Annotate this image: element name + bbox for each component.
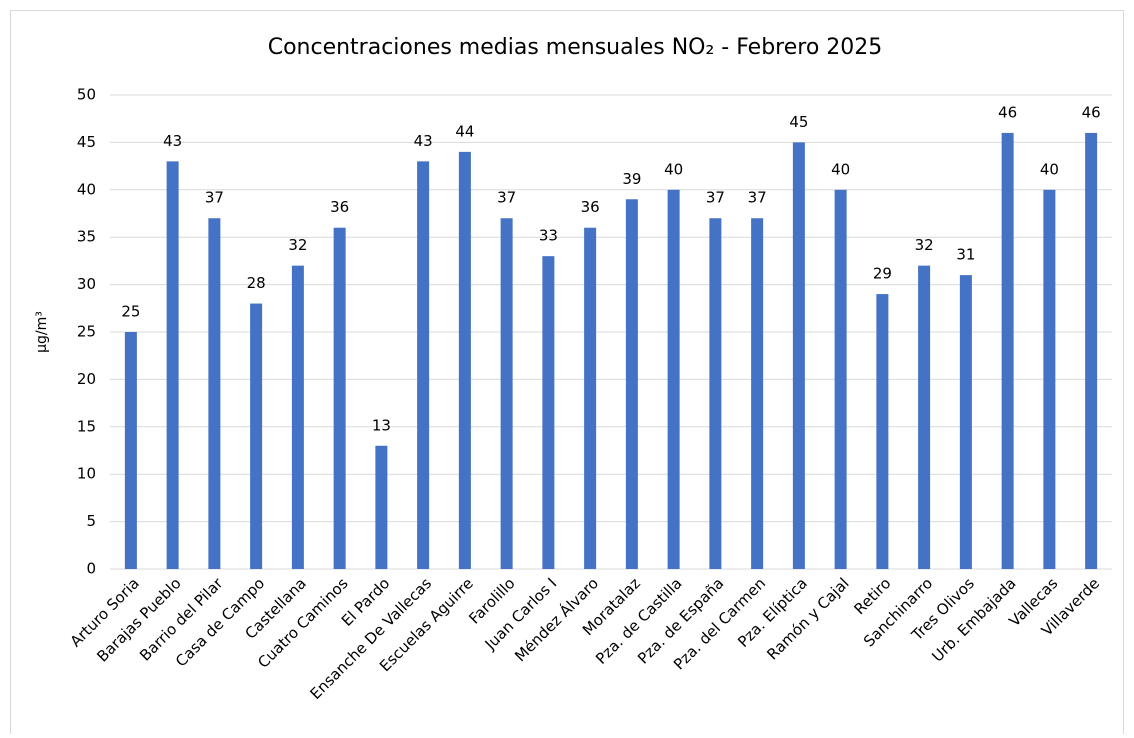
y-tick-label: 50 <box>77 86 96 104</box>
data-label: 36 <box>581 198 600 216</box>
y-tick-label: 25 <box>77 323 96 341</box>
bar <box>208 218 221 570</box>
data-label: 40 <box>664 160 683 178</box>
data-label: 31 <box>956 246 975 264</box>
y-tick-label: 0 <box>86 560 96 578</box>
y-axis-label: µg/m³ <box>34 311 50 353</box>
data-label: 32 <box>288 236 307 254</box>
y-tick-label: 30 <box>77 275 96 293</box>
data-label: 37 <box>205 189 224 207</box>
data-label: 13 <box>372 416 391 434</box>
y-tick-label: 35 <box>77 228 96 246</box>
data-label: 29 <box>873 265 892 283</box>
bar <box>1085 132 1098 570</box>
bar <box>959 275 972 569</box>
bar <box>834 189 847 570</box>
bar <box>584 227 597 569</box>
y-tick-label: 20 <box>77 370 96 388</box>
bar <box>1043 189 1056 570</box>
bar <box>667 189 680 570</box>
data-label: 32 <box>915 236 934 254</box>
chart-frame <box>10 10 1124 738</box>
bar <box>876 294 889 569</box>
bar <box>417 161 430 570</box>
data-label: 33 <box>539 227 558 245</box>
bar <box>124 332 137 569</box>
data-label: 25 <box>121 303 140 321</box>
data-label: 36 <box>330 198 349 216</box>
bar <box>375 445 388 569</box>
bar <box>542 256 555 569</box>
bar <box>291 265 304 569</box>
data-label: 44 <box>455 122 474 140</box>
data-label: 39 <box>622 170 641 188</box>
data-label: 40 <box>1040 160 1059 178</box>
data-label: 37 <box>706 189 725 207</box>
chart-title: Concentraciones medias mensuales NO₂ - F… <box>268 35 883 60</box>
data-label: 40 <box>831 160 850 178</box>
y-tick-label: 5 <box>86 512 96 530</box>
data-label: 43 <box>163 132 182 150</box>
data-label: 37 <box>497 189 516 207</box>
bar <box>792 142 805 569</box>
data-label: 46 <box>1082 103 1101 121</box>
bar <box>625 199 638 569</box>
data-label: 37 <box>748 189 767 207</box>
bar <box>250 303 263 569</box>
y-tick-label: 40 <box>77 180 96 198</box>
bar <box>709 218 722 570</box>
bar <box>500 218 513 570</box>
data-label: 43 <box>414 132 433 150</box>
y-tick-label: 45 <box>77 133 96 151</box>
bar <box>1001 132 1014 570</box>
y-tick-label: 10 <box>77 465 96 483</box>
y-tick-label: 15 <box>77 417 96 435</box>
data-label: 28 <box>247 274 266 292</box>
bar <box>333 227 346 569</box>
bar <box>458 151 471 569</box>
bar <box>918 265 931 569</box>
bar <box>166 161 179 570</box>
data-label: 46 <box>998 103 1017 121</box>
bar <box>751 218 764 570</box>
data-label: 45 <box>789 113 808 131</box>
